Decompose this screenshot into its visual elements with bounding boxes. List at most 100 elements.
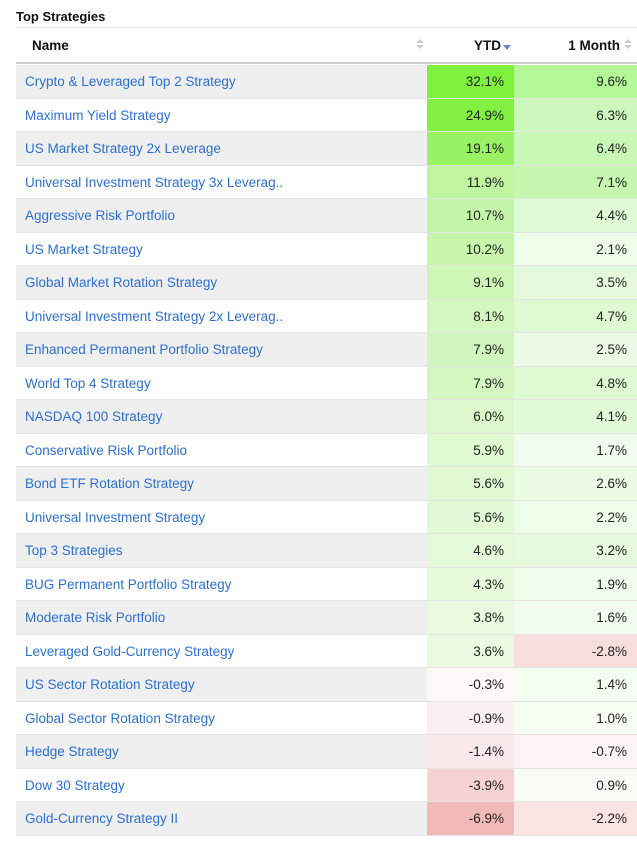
- sort-descending-icon[interactable]: [503, 45, 511, 50]
- strategy-link[interactable]: Universal Investment Strategy 3x Leverag…: [25, 174, 284, 190]
- strategy-link[interactable]: Bond ETF Rotation Strategy: [25, 476, 194, 491]
- one-month-cell: -2.8%: [514, 634, 637, 667]
- one-month-cell: 6.3%: [514, 98, 637, 131]
- ytd-cell: 5.9%: [427, 433, 514, 466]
- strategy-link[interactable]: Hedge Strategy: [25, 744, 119, 759]
- one-month-cell: -0.7%: [514, 735, 637, 768]
- ytd-cell: 9.1%: [427, 266, 514, 299]
- table-row: BUG Permanent Portfolio Strategy 4.3% 1.9%: [16, 567, 637, 601]
- strategy-link[interactable]: Dow 30 Strategy: [25, 777, 125, 793]
- strategy-link[interactable]: Gold-Currency Strategy II: [25, 811, 179, 826]
- strategy-link[interactable]: Enhanced Permanent Portfolio Strategy: [25, 342, 263, 357]
- one-month-cell: 4.7%: [514, 299, 637, 332]
- table-row: Maximum Yield Strategy 24.9% 6.3%: [16, 98, 637, 132]
- strategy-link[interactable]: US Market Strategy 2x Leverage: [25, 141, 221, 156]
- table-title: Top Strategies: [16, 9, 106, 24]
- one-month-cell: 9.6%: [514, 65, 637, 98]
- ytd-cell: 6.0%: [427, 400, 514, 433]
- table-row: Leveraged Gold-Currency Strategy 3.6% -2.8…: [16, 634, 637, 668]
- strategy-link[interactable]: Crypto & Leveraged Top 2 Strategy: [25, 74, 236, 89]
- one-month-cell: 2.2%: [514, 500, 637, 533]
- strategy-link[interactable]: Leveraged Gold-Currency Strategy: [25, 643, 235, 659]
- table-row: Enhanced Permanent Portfolio Strategy 7.9…: [16, 333, 637, 367]
- table-row: Aggressive Risk Portfolio 10.7% 4.4%: [16, 199, 637, 233]
- table-header: Name YTD 1 Month: [16, 28, 637, 64]
- column-header-name[interactable]: Name: [32, 38, 69, 53]
- ytd-cell: 5.6%: [427, 500, 514, 533]
- ytd-cell: -3.9%: [427, 768, 514, 801]
- ytd-cell: 7.9%: [427, 333, 514, 366]
- ytd-cell: 4.6%: [427, 534, 514, 567]
- strategy-link[interactable]: Top 3 Strategies: [25, 543, 123, 558]
- title-divider: [16, 27, 637, 28]
- column-header-1-month[interactable]: 1 Month: [568, 38, 620, 53]
- strategy-link[interactable]: Universal Investment Strategy 2x Leverag…: [25, 308, 284, 324]
- ytd-cell: 10.2%: [427, 232, 514, 265]
- column-header-ytd[interactable]: YTD: [474, 38, 501, 53]
- ytd-cell: 19.1%: [427, 132, 514, 165]
- sort-unsorted-icon[interactable]: [416, 39, 424, 51]
- strategy-link[interactable]: Global Sector Rotation Strategy: [25, 710, 215, 726]
- table-row: Gold-Currency Strategy II -6.9% -2.2%: [16, 802, 637, 836]
- one-month-cell: 1.4%: [514, 668, 637, 701]
- table-row: Universal Investment Strategy 5.6% 2.2%: [16, 500, 637, 534]
- one-month-cell: -2.2%: [514, 802, 637, 835]
- table-row: Crypto & Leveraged Top 2 Strategy 32.1% 9.…: [16, 65, 637, 99]
- ytd-cell: 5.6%: [427, 467, 514, 500]
- table-row: Conservative Risk Portfolio 5.9% 1.7%: [16, 433, 637, 467]
- one-month-cell: 3.5%: [514, 266, 637, 299]
- ytd-cell: 11.9%: [427, 165, 514, 198]
- one-month-cell: 4.4%: [514, 199, 637, 232]
- table-row: US Sector Rotation Strategy -0.3% 1.4%: [16, 668, 637, 702]
- strategy-link[interactable]: US Market Strategy: [25, 241, 143, 257]
- table-row: Moderate Risk Portfolio 3.8% 1.6%: [16, 601, 637, 635]
- ytd-cell: 8.1%: [427, 299, 514, 332]
- ytd-cell: 7.9%: [427, 366, 514, 399]
- one-month-cell: 1.6%: [514, 601, 637, 634]
- strategy-link[interactable]: BUG Permanent Portfolio Strategy: [25, 576, 232, 592]
- ytd-cell: 3.6%: [427, 634, 514, 667]
- one-month-cell: 1.7%: [514, 433, 637, 466]
- one-month-cell: 1.9%: [514, 567, 637, 600]
- table-row: Global Market Rotation Strategy 9.1% 3.5%: [16, 266, 637, 300]
- table-row: Universal Investment Strategy 2x Leverag…: [16, 299, 637, 333]
- one-month-cell: 4.8%: [514, 366, 637, 399]
- one-month-cell: 3.2%: [514, 534, 637, 567]
- table-row: Top 3 Strategies 4.6% 3.2%: [16, 534, 637, 568]
- strategy-link[interactable]: NASDAQ 100 Strategy: [25, 409, 163, 424]
- strategy-link[interactable]: Global Market Rotation Strategy: [25, 275, 218, 290]
- one-month-cell: 0.9%: [514, 768, 637, 801]
- strategy-link[interactable]: Conservative Risk Portfolio: [25, 442, 188, 458]
- one-month-cell: 4.1%: [514, 400, 637, 433]
- table-row: Universal Investment Strategy 3x Leverag…: [16, 165, 637, 199]
- ytd-cell: 3.8%: [427, 601, 514, 634]
- one-month-cell: 7.1%: [514, 165, 637, 198]
- ytd-cell: -1.4%: [427, 735, 514, 768]
- table-row: US Market Strategy 10.2% 2.1%: [16, 232, 637, 266]
- ytd-cell: 32.1%: [427, 65, 514, 98]
- table-row: Dow 30 Strategy -3.9% 0.9%: [16, 768, 637, 802]
- ytd-cell: -0.3%: [427, 668, 514, 701]
- one-month-cell: 2.6%: [514, 467, 637, 500]
- one-month-cell: 6.4%: [514, 132, 637, 165]
- strategy-link[interactable]: Universal Investment Strategy: [25, 509, 206, 525]
- strategy-link[interactable]: Maximum Yield Strategy: [25, 107, 171, 123]
- strategy-link[interactable]: Moderate Risk Portfolio: [25, 610, 166, 625]
- strategy-link[interactable]: Aggressive Risk Portfolio: [25, 208, 176, 223]
- ytd-cell: 4.3%: [427, 567, 514, 600]
- ytd-cell: -6.9%: [427, 802, 514, 835]
- ytd-cell: 24.9%: [427, 98, 514, 131]
- one-month-cell: 2.5%: [514, 333, 637, 366]
- table-row: Bond ETF Rotation Strategy 5.6% 2.6%: [16, 467, 637, 501]
- strategy-link[interactable]: World Top 4 Strategy: [25, 375, 151, 391]
- table-row: NASDAQ 100 Strategy 6.0% 4.1%: [16, 400, 637, 434]
- one-month-cell: 2.1%: [514, 232, 637, 265]
- table-row: World Top 4 Strategy 7.9% 4.8%: [16, 366, 637, 400]
- table-row: Global Sector Rotation Strategy -0.9% 1.0%: [16, 701, 637, 735]
- sort-unsorted-icon[interactable]: [624, 39, 632, 51]
- strategies-table-body: Crypto & Leveraged Top 2 Strategy 32.1% 9.…: [16, 65, 637, 836]
- ytd-cell: -0.9%: [427, 701, 514, 734]
- ytd-cell: 10.7%: [427, 199, 514, 232]
- strategy-link[interactable]: US Sector Rotation Strategy: [25, 677, 195, 692]
- one-month-cell: 1.0%: [514, 701, 637, 734]
